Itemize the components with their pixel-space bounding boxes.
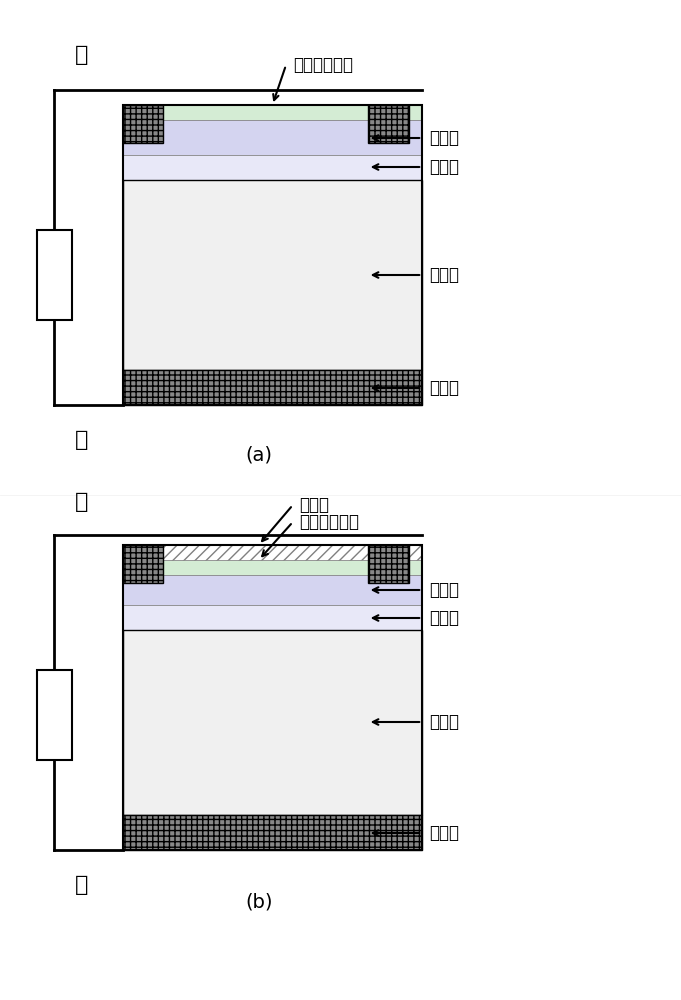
Text: ＋: ＋ [75,430,89,450]
Bar [37,230,72,320]
Bar [123,545,422,850]
Bar [123,105,422,405]
Text: －: － [75,45,89,65]
Bar [123,105,422,120]
Text: 前电极: 前电极 [429,581,459,599]
Bar [123,180,422,370]
Bar [123,630,422,815]
Bar [123,105,163,143]
Text: 驻极体: 驻极体 [300,496,330,514]
Bar [123,120,422,155]
Text: 硅基体: 硅基体 [429,266,459,284]
Text: (b): (b) [245,892,272,912]
Bar [123,605,422,630]
Bar [123,815,422,850]
Text: 硅基体: 硅基体 [429,713,459,731]
Text: 背电极: 背电极 [429,824,459,842]
Text: 发射极: 发射极 [429,609,459,627]
Text: (a): (a) [245,446,272,464]
Text: 前电极: 前电极 [429,129,459,147]
Bar [37,670,72,760]
Text: 减反射钒化层: 减反射钒化层 [300,513,360,531]
Bar [123,575,422,605]
Bar [123,370,422,405]
Bar [368,545,409,583]
Bar [123,560,422,575]
Text: 背电极: 背电极 [429,379,459,397]
Text: －: － [75,492,89,512]
Text: ＋: ＋ [75,875,89,895]
Text: 减反射钒化层: 减反射钒化层 [293,56,353,74]
Bar [368,105,409,143]
Bar [123,155,422,180]
Bar [123,545,422,560]
Bar [123,545,163,583]
Text: 发射极: 发射极 [429,158,459,176]
